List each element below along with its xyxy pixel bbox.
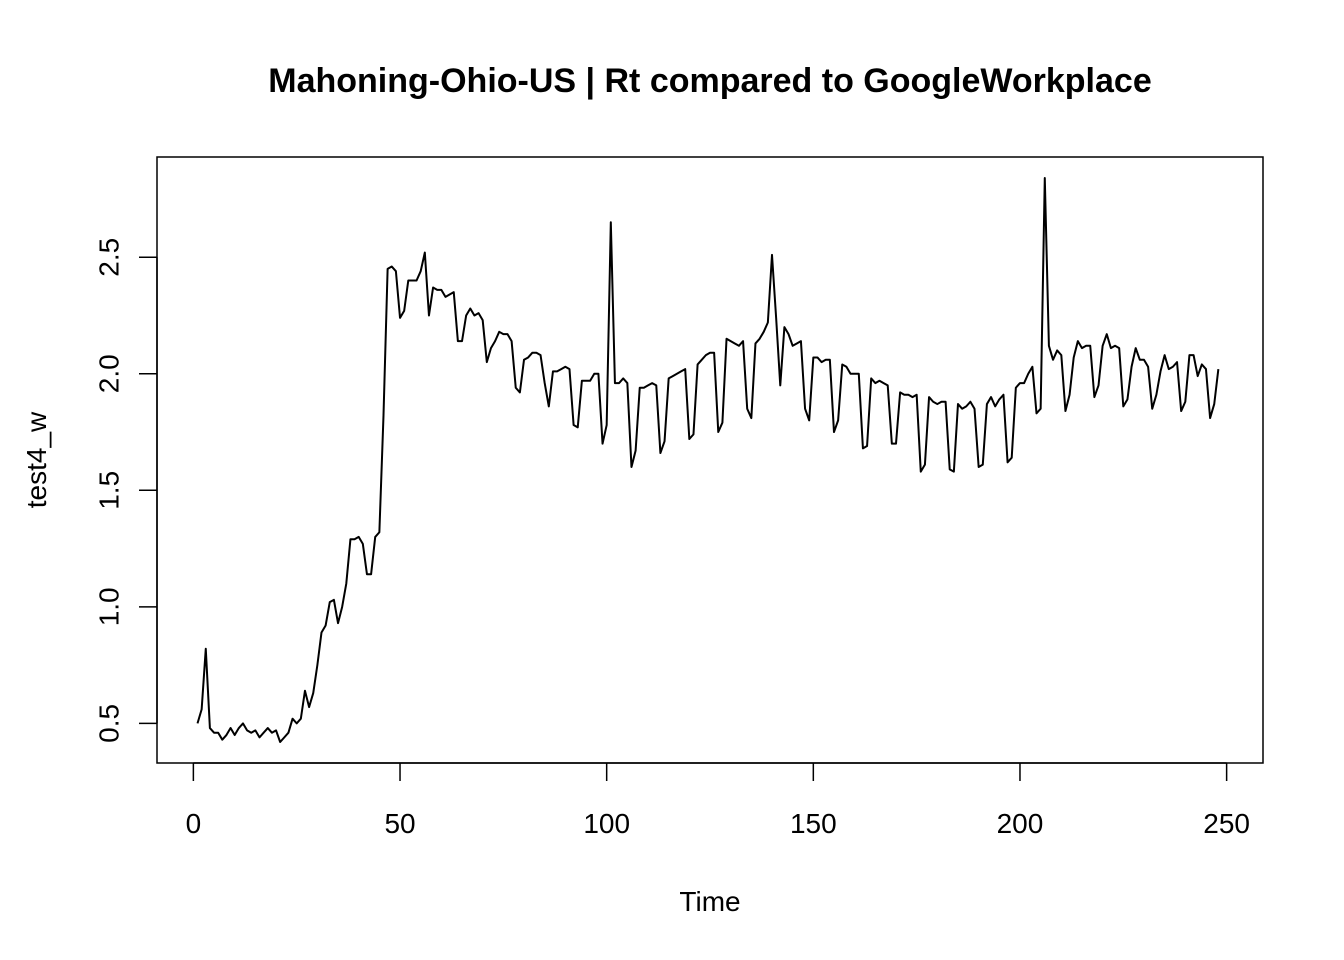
x-tick-label: 0 <box>186 808 202 839</box>
series-layer <box>196 176 1220 744</box>
y-axis-title: test4_w <box>21 411 52 508</box>
x-axis: 0 50 100 150 200 250 <box>186 762 1250 839</box>
y-tick-label: 1.0 <box>94 587 125 626</box>
chart-title: Mahoning-Ohio-US | Rt compared to Google… <box>268 62 1151 100</box>
series-line <box>196 176 1220 744</box>
x-tick-label: 100 <box>583 808 630 839</box>
y-tick-label: 2.0 <box>94 354 125 393</box>
y-tick-label: 2.5 <box>94 238 125 277</box>
x-axis-title: Time <box>679 886 740 917</box>
x-tick-label: 150 <box>790 808 837 839</box>
y-tick-label: 0.5 <box>94 704 125 743</box>
y-axis: 0.5 1.0 1.5 2.0 2.5 <box>94 238 158 743</box>
x-tick-label: 250 <box>1203 808 1250 839</box>
x-tick-label: 50 <box>384 808 415 839</box>
plot-frame <box>156 156 1264 764</box>
y-tick-label: 1.5 <box>94 471 125 510</box>
x-tick-label: 200 <box>997 808 1044 839</box>
